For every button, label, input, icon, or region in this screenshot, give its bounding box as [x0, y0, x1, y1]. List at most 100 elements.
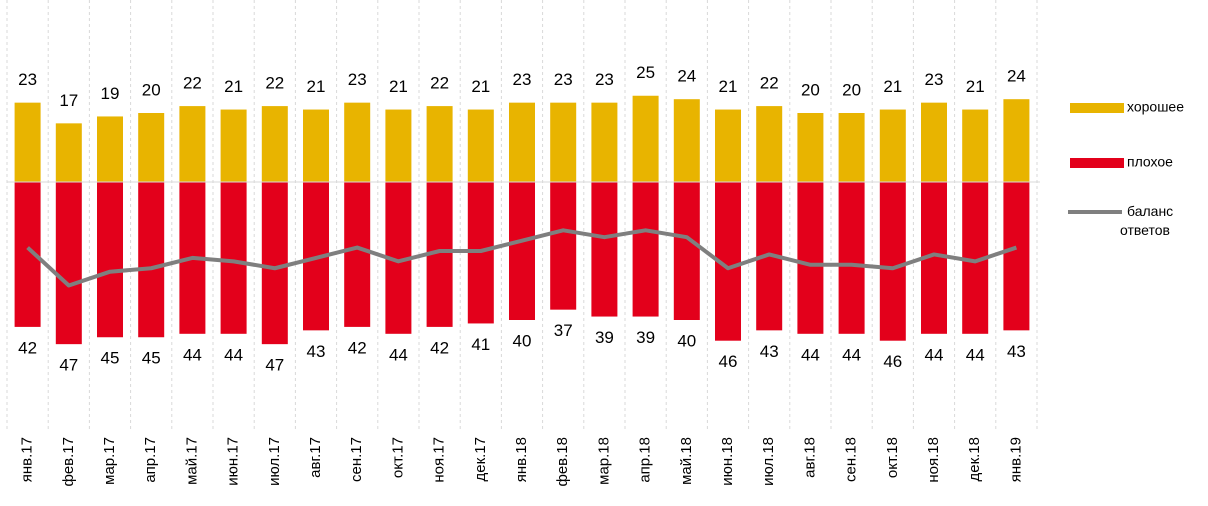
x-tick-label: мар.17: [101, 437, 118, 485]
bar: [879, 182, 906, 341]
data-label: 21: [224, 77, 243, 96]
data-label: 17: [59, 91, 78, 110]
x-tick-label: авг.17: [307, 437, 324, 478]
bar: [138, 182, 165, 338]
x-tick-label: дек.17: [472, 437, 489, 482]
bar: [550, 182, 577, 310]
data-label: 43: [307, 342, 326, 361]
data-label: 20: [801, 80, 820, 99]
x-tick-label: окт.18: [884, 437, 901, 478]
bar: [756, 106, 783, 182]
data-label: 47: [59, 356, 78, 375]
data-label: 46: [719, 352, 738, 371]
bar: [426, 106, 453, 182]
data-label: 44: [801, 345, 820, 364]
bar: [220, 182, 247, 334]
bar: [261, 182, 288, 345]
bar: [220, 109, 247, 182]
data-label: 46: [883, 352, 902, 371]
bar: [509, 102, 535, 182]
x-tick-label: май.17: [183, 437, 200, 485]
bar: [797, 113, 824, 182]
bar: [1003, 99, 1030, 182]
data-label: 44: [389, 345, 408, 364]
x-tick-label: июн.18: [719, 437, 736, 486]
data-label: 43: [1007, 342, 1026, 361]
data-label: 23: [513, 70, 532, 89]
bar: [632, 95, 659, 182]
data-label: 47: [265, 356, 284, 375]
bar: [344, 182, 371, 327]
bar: [550, 102, 577, 182]
x-tick-label: сен.17: [348, 437, 365, 482]
data-label: 19: [101, 84, 120, 103]
bar: [385, 109, 412, 182]
data-label: 24: [677, 67, 696, 86]
x-tick-label: окт.17: [389, 437, 406, 478]
legend-swatch: [1070, 103, 1124, 113]
data-label: 45: [101, 349, 120, 368]
data-label: 23: [925, 70, 944, 89]
data-label: 41: [471, 335, 490, 354]
data-label: 20: [142, 80, 161, 99]
bar: [962, 109, 989, 182]
data-label: 44: [224, 345, 243, 364]
data-label: 22: [760, 74, 779, 93]
data-label: 20: [842, 80, 861, 99]
x-tick-label: янв.19: [1007, 437, 1024, 482]
bar: [55, 123, 82, 182]
legend-label: плохое: [1127, 154, 1173, 170]
x-tick-label: янв.18: [513, 437, 530, 482]
data-label: 42: [348, 338, 367, 357]
x-tick-label: апр.18: [637, 437, 654, 483]
data-label: 22: [265, 74, 284, 93]
data-label: 44: [183, 345, 202, 364]
x-tick-label: май.18: [678, 437, 695, 485]
bar: [838, 113, 865, 182]
data-label: 21: [883, 77, 902, 96]
data-label: 22: [183, 74, 202, 93]
data-label: 42: [430, 338, 449, 357]
bar: [303, 109, 329, 182]
bar: [715, 109, 741, 182]
bar: [97, 182, 123, 338]
bar: [632, 182, 659, 317]
data-label: 40: [513, 331, 532, 350]
bar: [14, 102, 41, 182]
x-tick-label: июл.18: [760, 437, 777, 486]
x-tick-label: ноя.17: [431, 437, 448, 483]
bar: [673, 99, 700, 182]
data-label: 24: [1007, 67, 1026, 86]
data-label: 23: [348, 70, 367, 89]
bar: [55, 182, 82, 345]
x-tick-label: дек.18: [966, 437, 983, 482]
line: [26, 228, 1018, 288]
data-label: 44: [925, 345, 944, 364]
bar: [344, 102, 371, 182]
bar: [591, 102, 618, 182]
data-label: 21: [307, 77, 326, 96]
x-tick-label: янв.17: [19, 437, 36, 482]
x-tick-label: авг.18: [801, 437, 818, 478]
legend-swatch: [1070, 158, 1124, 168]
bar: [509, 182, 535, 320]
data-label: 42: [18, 338, 37, 357]
x-tick-label: сен.18: [843, 437, 860, 482]
bar: [467, 109, 494, 182]
legend-label: баланс ответов: [1120, 203, 1177, 238]
bar: [138, 113, 165, 182]
data-label: 43: [760, 342, 779, 361]
data-label: 39: [636, 328, 655, 347]
bar: [921, 102, 947, 182]
bar: [179, 106, 206, 182]
data-label: 45: [142, 349, 161, 368]
data-label: 21: [719, 77, 738, 96]
data-label: 21: [389, 77, 408, 96]
data-label: 44: [966, 345, 985, 364]
legend-label: хорошее: [1127, 99, 1184, 115]
data-label: 39: [595, 328, 614, 347]
data-label: 21: [471, 77, 490, 96]
bar: [97, 116, 123, 182]
data-label: 22: [430, 74, 449, 93]
